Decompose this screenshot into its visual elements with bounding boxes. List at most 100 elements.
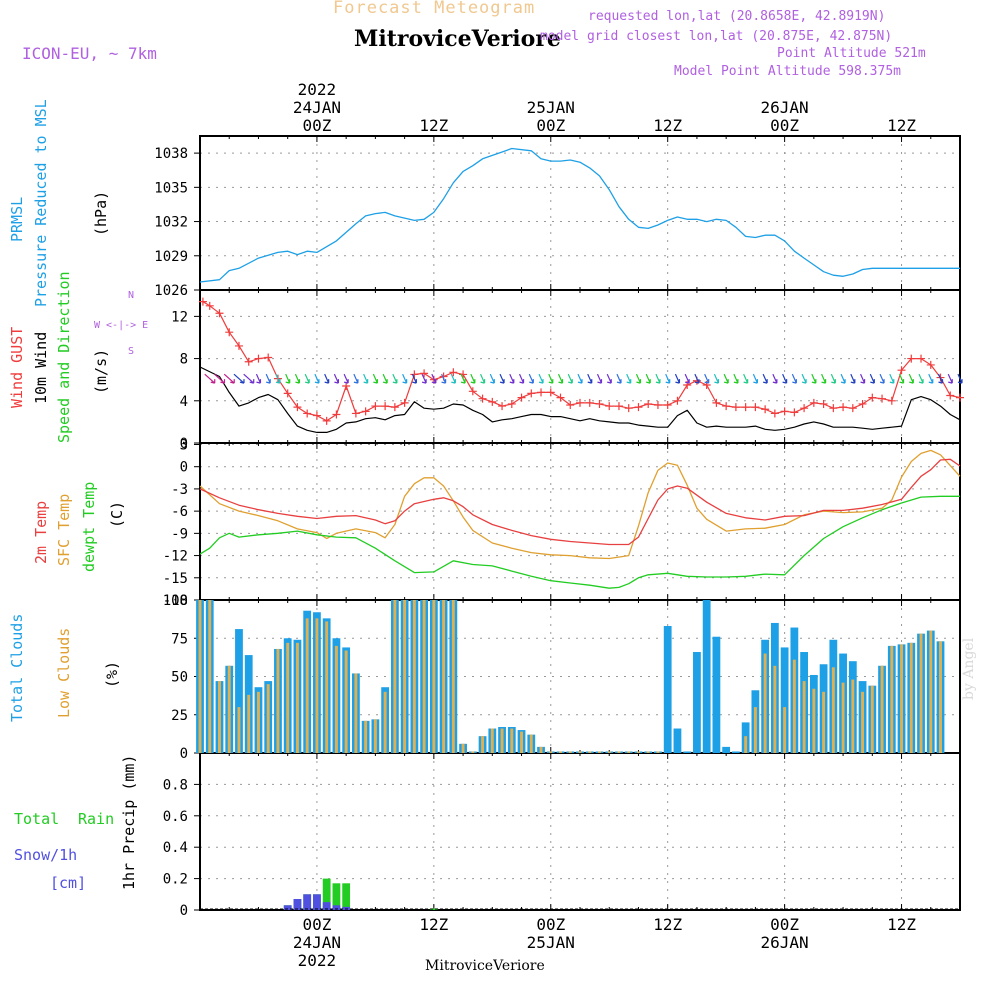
y-tick-label: -3 bbox=[171, 482, 188, 498]
wind-arrow bbox=[947, 373, 953, 384]
gust-marker bbox=[595, 399, 604, 408]
low-cloud-bar bbox=[237, 707, 241, 753]
footer-station: MitroviceVeriore bbox=[425, 958, 545, 974]
gust-marker bbox=[624, 404, 633, 413]
wind-arrow bbox=[431, 373, 437, 384]
gust-marker bbox=[673, 396, 682, 405]
model-altitude: Model Point Altitude 598.375m bbox=[674, 64, 901, 79]
low-cloud-bar bbox=[344, 650, 348, 753]
gust-marker bbox=[546, 388, 555, 397]
wind-arrow bbox=[518, 373, 525, 384]
total-cloud-bar bbox=[693, 652, 701, 753]
wind-arrow bbox=[665, 373, 671, 384]
y-tick-label: 25 bbox=[171, 708, 188, 724]
top-time-label: 24JAN bbox=[293, 98, 341, 117]
total-cloud-bar bbox=[712, 636, 721, 753]
wind-arrow bbox=[674, 373, 681, 384]
low-cloud-bar bbox=[753, 707, 757, 753]
wind-arrow bbox=[596, 373, 603, 384]
rain-bar bbox=[332, 883, 341, 910]
gust-marker bbox=[809, 398, 818, 407]
low-cloud-bar bbox=[325, 621, 329, 753]
compass-north: N bbox=[128, 290, 135, 301]
gust-marker bbox=[198, 297, 207, 306]
gust-marker bbox=[780, 407, 789, 416]
low-cloud-bar bbox=[880, 665, 884, 753]
dewpt-line bbox=[199, 495, 960, 589]
gust-marker bbox=[254, 354, 263, 363]
low-cloud-bar bbox=[266, 684, 270, 753]
low-cloud-bar bbox=[841, 682, 845, 753]
wind-arrow bbox=[801, 373, 807, 384]
y-tick-label: 1029 bbox=[154, 249, 188, 265]
low-cloud-bar bbox=[334, 645, 338, 753]
wind-arrow bbox=[684, 373, 690, 384]
bottom-time-label: 25JAN bbox=[527, 933, 575, 952]
snow-bar bbox=[293, 899, 302, 910]
wind-arrow bbox=[723, 373, 729, 384]
gust-marker bbox=[712, 398, 721, 407]
low-cloud-bar bbox=[656, 751, 660, 753]
wind-arrow bbox=[713, 373, 720, 384]
closest-coords: model grid closest lon,lat (20.875E, 42.… bbox=[540, 29, 893, 44]
low-cloud-bar bbox=[364, 720, 368, 753]
low-cloud-bar bbox=[773, 665, 777, 753]
bottom-time-label: 24JAN bbox=[293, 933, 341, 952]
gust-marker bbox=[283, 389, 292, 398]
gust-marker bbox=[332, 410, 341, 419]
y-tick-label: 1035 bbox=[154, 180, 188, 196]
low-cloud-bar bbox=[802, 681, 806, 753]
wind-arrow bbox=[333, 373, 340, 384]
total-cloud-bar bbox=[702, 600, 711, 753]
gust-marker bbox=[507, 399, 516, 408]
wind-arrow bbox=[635, 373, 642, 384]
wind-arrow bbox=[411, 373, 417, 384]
low-cloud-bar bbox=[607, 751, 611, 753]
bottom-time-label: 12Z bbox=[887, 915, 916, 934]
gust-marker bbox=[381, 402, 390, 411]
gust-marker bbox=[829, 404, 838, 413]
panel-frame bbox=[199, 135, 961, 291]
low-cloud-bar bbox=[276, 648, 280, 753]
gust-marker bbox=[244, 357, 253, 366]
gust-marker bbox=[907, 354, 916, 363]
low-cloud-bar bbox=[422, 600, 426, 753]
top-time-label: 00Z bbox=[536, 116, 565, 135]
low-cloud-bar bbox=[909, 642, 913, 753]
wind-arrow bbox=[860, 373, 866, 384]
gust-marker bbox=[576, 398, 584, 407]
wind-arrow bbox=[694, 373, 700, 384]
gust-marker bbox=[878, 394, 887, 403]
wind-arrow bbox=[214, 373, 226, 384]
snow-label: Snow/1h bbox=[14, 846, 78, 864]
wind-arrow bbox=[928, 373, 934, 384]
wind-arrow bbox=[587, 373, 593, 384]
gust-marker bbox=[303, 409, 312, 418]
wind-arrow bbox=[879, 373, 885, 384]
low-cloud-bar bbox=[588, 751, 592, 753]
gust-marker bbox=[848, 404, 857, 413]
gust-marker bbox=[897, 366, 906, 375]
total-cloud-bar bbox=[235, 629, 243, 753]
y-tick-label: 0 bbox=[180, 746, 188, 762]
low-cloud-bar bbox=[783, 707, 787, 753]
total-label: Total bbox=[14, 810, 60, 828]
wind-arrow bbox=[704, 373, 710, 384]
panel-frame bbox=[199, 289, 961, 444]
temp-2m-line bbox=[199, 458, 961, 546]
low-cloud-bar bbox=[295, 642, 299, 753]
wind-arrow bbox=[548, 373, 554, 384]
y-tick-label: -6 bbox=[171, 504, 188, 520]
wind-arrow bbox=[918, 373, 924, 384]
snow-bar bbox=[283, 905, 292, 910]
gust-marker bbox=[410, 370, 419, 379]
low-cloud-bar bbox=[578, 751, 582, 753]
bottom-time-label: 2022 bbox=[298, 951, 337, 970]
wind-arrow bbox=[830, 373, 836, 384]
wind-arrow bbox=[392, 373, 398, 384]
low-cloud-bar bbox=[627, 751, 631, 753]
y-tick-label: 0.2 bbox=[163, 872, 188, 888]
wind-arrow bbox=[233, 373, 245, 384]
wind-arrow bbox=[353, 373, 359, 384]
gust-marker bbox=[761, 405, 770, 414]
